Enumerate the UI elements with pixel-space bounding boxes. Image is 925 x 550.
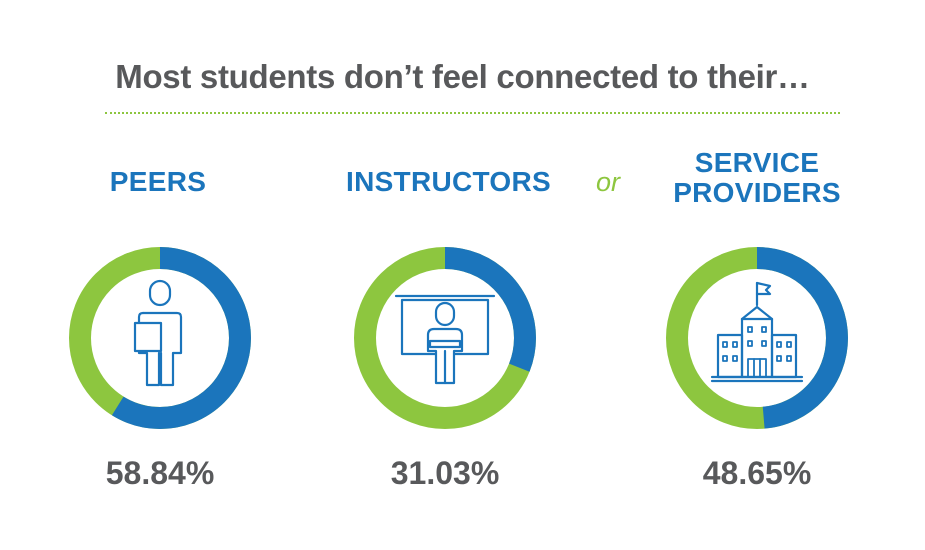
donut-value-arc: [354, 247, 536, 429]
label-line: PROVIDERS: [673, 177, 841, 208]
or-connector: or: [596, 167, 621, 197]
chart-title: Most students don’t feel connected to th…: [115, 58, 810, 95]
label-text: INSTRUCTORS: [345, 166, 551, 197]
donut-chart-instructors: [354, 247, 536, 429]
percentage-label-instructors: 31.03%: [390, 455, 500, 491]
category-label-service-providers: SERVICE PROVIDERS: [652, 148, 862, 208]
label-line: SERVICE: [694, 147, 820, 178]
dotted-divider: [105, 112, 840, 114]
category-label-peers: PEERS: [78, 167, 238, 197]
percentage-label-service-providers: 48.65%: [702, 455, 812, 491]
label-text: PEERS: [109, 166, 207, 197]
building-icon: [710, 281, 804, 383]
donut-value-arc: [69, 247, 251, 429]
student-icon: [133, 279, 183, 387]
instructor-icon: [394, 294, 496, 385]
category-label-instructors: INSTRUCTORS: [326, 167, 571, 197]
donut-chart-peers: [69, 247, 251, 429]
donut-chart-service-providers: [666, 247, 848, 429]
donut-value-arc: [666, 247, 848, 429]
percentage-label-peers: 58.84%: [105, 455, 215, 491]
